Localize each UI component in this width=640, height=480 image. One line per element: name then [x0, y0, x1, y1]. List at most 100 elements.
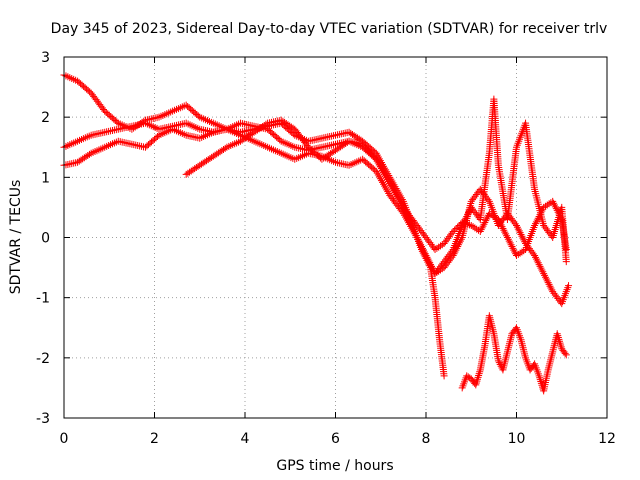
data-point	[500, 226, 508, 234]
data-point	[544, 279, 552, 287]
data-point	[428, 264, 436, 272]
data-point	[540, 270, 548, 278]
data-point	[551, 203, 559, 211]
data-point	[465, 209, 473, 217]
data-point	[479, 222, 487, 230]
x-tick-label: 12	[598, 431, 616, 447]
data-point	[541, 202, 549, 210]
data-point	[419, 246, 427, 254]
data-point	[541, 271, 549, 279]
data-point	[475, 370, 483, 378]
data-point	[496, 360, 504, 368]
data-point	[417, 243, 425, 251]
data-point	[462, 214, 470, 222]
data-point	[543, 201, 551, 209]
data-point	[484, 196, 492, 204]
data-point	[418, 244, 426, 252]
data-point	[433, 244, 441, 252]
data-point	[547, 284, 555, 292]
y-tick-label: -2	[36, 351, 50, 367]
data-point	[506, 239, 514, 247]
chart-title: Day 345 of 2023, Sidereal Day-to-day VTE…	[51, 21, 608, 37]
data-point	[85, 150, 93, 158]
grid-lines	[64, 57, 607, 418]
data-point	[539, 268, 547, 276]
x-tick-label: 0	[60, 431, 69, 447]
data-point	[464, 211, 472, 219]
data-point	[513, 221, 520, 229]
data-point	[521, 238, 529, 246]
data-point	[451, 226, 459, 234]
data-point	[537, 264, 545, 272]
data-point	[221, 144, 229, 152]
data-point	[531, 252, 539, 260]
data-point	[532, 220, 540, 228]
data-point	[550, 199, 558, 207]
data-point	[532, 255, 540, 263]
data-point	[520, 236, 528, 244]
data-point	[551, 201, 559, 209]
data-point	[482, 217, 490, 225]
data-point	[423, 253, 431, 261]
data-point	[459, 220, 467, 228]
data-point	[517, 230, 525, 238]
y-axis-label: SDTVAR / TECUs	[8, 180, 24, 295]
data-point	[565, 282, 573, 290]
x-tick-label: 4	[241, 431, 250, 447]
data-point	[474, 373, 482, 381]
data-point	[535, 261, 543, 269]
data-point	[458, 221, 466, 229]
data-point	[481, 218, 489, 226]
data-point	[476, 227, 484, 235]
data-point	[549, 197, 557, 205]
data-point	[416, 239, 424, 247]
y-tick-label: 2	[41, 110, 50, 126]
data-point	[508, 243, 516, 251]
data-point	[548, 286, 556, 294]
data-point	[531, 221, 539, 229]
data-point	[510, 246, 518, 254]
data-point	[436, 242, 444, 250]
data-point	[561, 349, 569, 357]
y-tick-label: 1	[41, 170, 50, 186]
data-point	[552, 205, 560, 213]
data-point	[430, 244, 438, 252]
data-point	[473, 225, 481, 233]
data-point	[501, 228, 509, 236]
data-point	[427, 262, 435, 270]
data-point	[513, 223, 521, 231]
data-point	[424, 255, 432, 263]
data-point	[420, 248, 428, 256]
data-point	[536, 262, 544, 270]
data-point	[513, 252, 520, 260]
data-point	[509, 244, 517, 252]
data-point	[413, 234, 421, 241]
data-point	[514, 225, 522, 233]
data-point	[541, 273, 549, 281]
x-tick-label: 2	[150, 431, 159, 447]
data-point	[514, 250, 522, 258]
data-point	[438, 241, 446, 249]
data-point	[483, 215, 491, 223]
x-tick-label: 6	[331, 431, 340, 447]
data-point	[533, 216, 541, 224]
data-point	[435, 243, 443, 251]
x-tick-label: 10	[508, 431, 526, 447]
data-point	[475, 372, 483, 380]
data-point	[448, 247, 456, 255]
data-point	[503, 234, 511, 241]
data-point	[426, 259, 434, 267]
data-point	[507, 241, 515, 249]
data-point	[476, 368, 484, 376]
data-point	[463, 212, 471, 220]
data-point	[467, 221, 475, 229]
y-tick-label: -1	[36, 291, 50, 307]
y-tick-label: -3	[36, 411, 50, 427]
data-point	[505, 237, 513, 245]
series-track-1	[60, 71, 448, 380]
y-tick-label: 3	[41, 50, 50, 66]
data-point	[477, 226, 485, 234]
data-point	[515, 227, 523, 235]
data-point	[504, 235, 512, 243]
